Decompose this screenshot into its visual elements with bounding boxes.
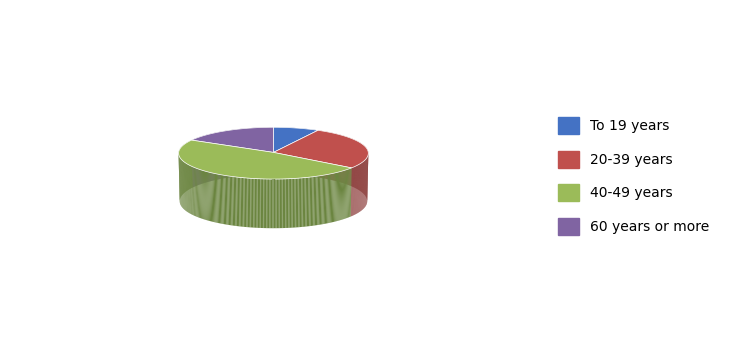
Legend: To 19 years, 20-39 years, 40-49 years, 60 years or more: To 19 years, 20-39 years, 40-49 years, 6… <box>544 103 723 249</box>
